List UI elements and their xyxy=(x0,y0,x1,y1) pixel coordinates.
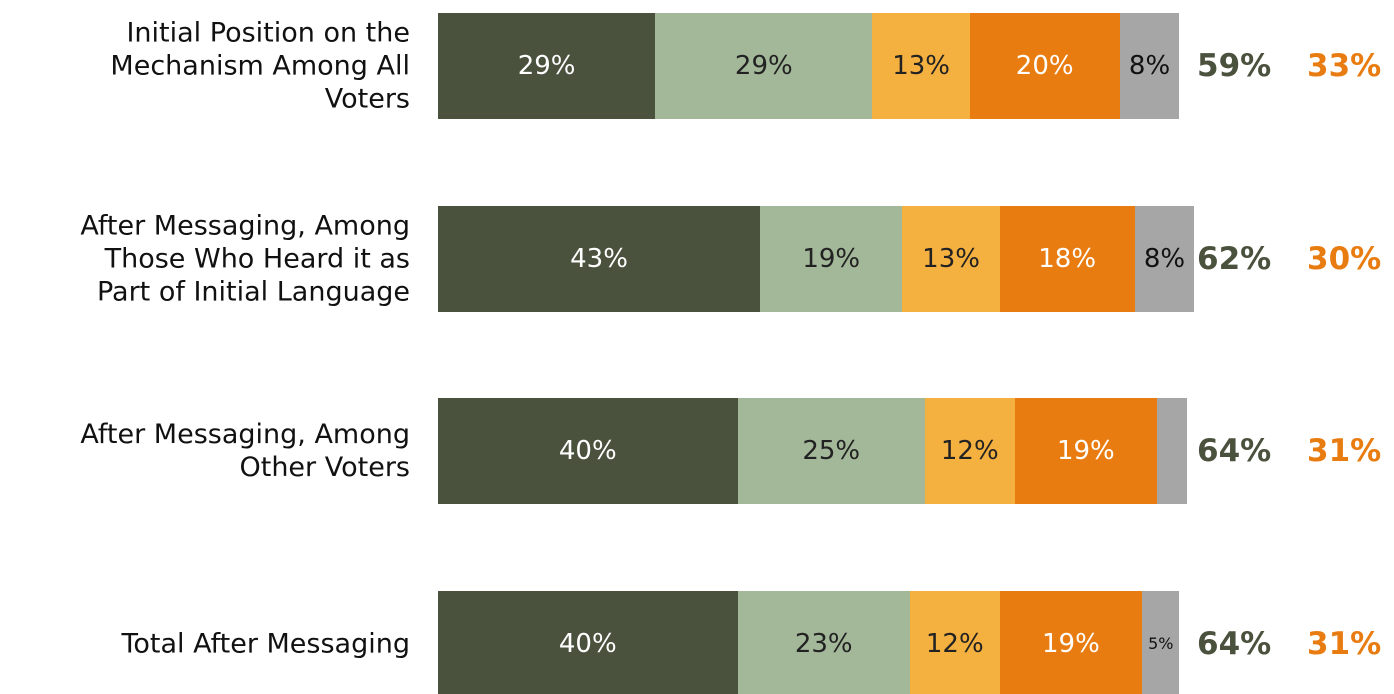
bar-label: 8% xyxy=(1143,243,1186,274)
bar-segment: 12% xyxy=(924,398,1015,504)
bar-segment: 13% xyxy=(902,205,1000,312)
bar-label: 40% xyxy=(558,628,617,659)
total-label: 59% xyxy=(1197,48,1272,84)
bar-segment: 23% xyxy=(737,590,910,694)
bar-label: 5% xyxy=(1148,634,1174,653)
bar-segment: 43% xyxy=(438,205,761,312)
bar-segment: 19% xyxy=(760,205,903,312)
bar-label: 25% xyxy=(802,436,861,466)
bar-segment: 29% xyxy=(655,13,873,119)
total-label: 30% xyxy=(1307,240,1382,277)
bar-segment: 25% xyxy=(737,398,925,504)
bar-label: 19% xyxy=(802,243,861,274)
bar-segment: 13% xyxy=(872,13,970,119)
bar-segment: 8% xyxy=(1134,205,1195,312)
bar-label: 13% xyxy=(892,51,950,81)
bar-label: 29% xyxy=(734,51,793,81)
bar-label: 19% xyxy=(1042,628,1100,659)
bar-label: 12% xyxy=(925,628,984,659)
bar-label: 29% xyxy=(517,51,576,81)
bar-segment xyxy=(1157,398,1187,504)
bar-segment: 19% xyxy=(999,590,1143,694)
category-label: After Messaging, Among Those Who Heard i… xyxy=(80,210,410,307)
bar-label: 13% xyxy=(922,243,980,274)
total-label: 62% xyxy=(1197,240,1272,277)
bar-label: 20% xyxy=(1015,51,1074,81)
bar-segment: 8% xyxy=(1119,13,1180,119)
total-label: 31% xyxy=(1307,625,1382,662)
category-label: Total After Messaging xyxy=(121,628,410,659)
bar-label: 23% xyxy=(794,628,853,659)
bar-label: 12% xyxy=(940,436,999,466)
bar-label: 19% xyxy=(1056,436,1115,466)
bar-segment: 5% xyxy=(1142,590,1180,694)
bar-segment: 40% xyxy=(438,398,738,504)
bar-segment: 40% xyxy=(438,590,738,694)
bar-label: 40% xyxy=(558,436,617,466)
bar-segment: 19% xyxy=(1014,398,1158,504)
total-label: 64% xyxy=(1197,433,1272,469)
bar-label: 18% xyxy=(1038,243,1097,274)
bar-label: 43% xyxy=(570,243,628,274)
total-label: 33% xyxy=(1307,48,1382,84)
bar-segment: 18% xyxy=(999,205,1135,312)
bar-segment: 29% xyxy=(438,13,656,119)
bar-label: 8% xyxy=(1128,51,1171,81)
category-label: Initial Position on the Mechanism Among … xyxy=(110,17,410,115)
bar-segment: 20% xyxy=(969,13,1120,119)
total-label: 31% xyxy=(1307,433,1382,469)
category-label: After Messaging, Among Other Voters xyxy=(80,419,410,483)
total-label: 64% xyxy=(1197,625,1272,662)
bar-segment: 12% xyxy=(909,590,1000,694)
